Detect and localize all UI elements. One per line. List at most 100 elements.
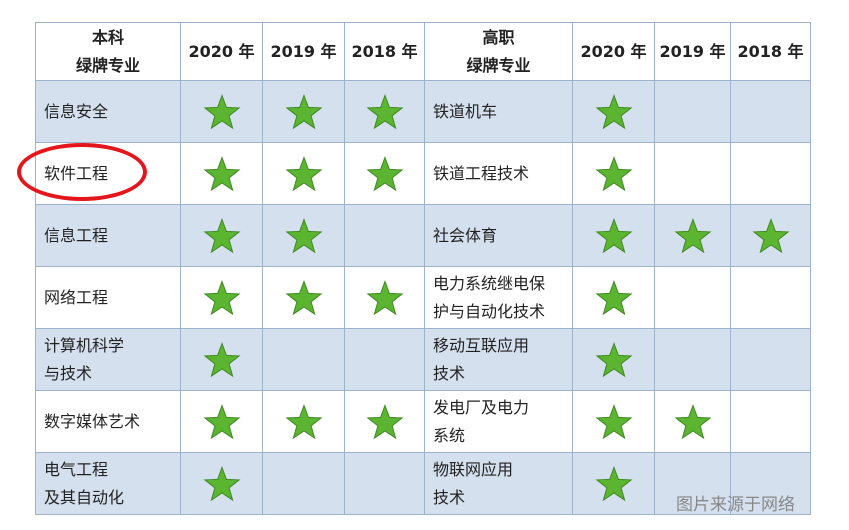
star bbox=[595, 93, 632, 129]
star bbox=[595, 279, 632, 315]
star bbox=[203, 341, 240, 377]
undergrad-major: 网络工程 bbox=[35, 266, 181, 329]
vocational-major: 铁道机车 bbox=[424, 80, 573, 143]
star-shape bbox=[595, 403, 632, 439]
star-shape bbox=[595, 93, 632, 129]
star-cell bbox=[262, 452, 345, 515]
undergrad-major: 信息工程 bbox=[35, 204, 181, 267]
star bbox=[203, 155, 240, 191]
star-cell bbox=[180, 266, 263, 329]
star-cell bbox=[344, 390, 425, 453]
highlight-circle bbox=[17, 143, 147, 201]
header-year: 2020 年 bbox=[180, 22, 263, 81]
star-cell bbox=[572, 390, 655, 453]
header-year: 2020 年 bbox=[572, 22, 655, 81]
star bbox=[285, 403, 322, 439]
star-cell bbox=[572, 266, 655, 329]
star-shape bbox=[595, 155, 632, 191]
star-cell bbox=[180, 80, 263, 143]
vocational-major: 电力系统继电保 护与自动化技术 bbox=[424, 266, 573, 329]
star bbox=[366, 93, 403, 129]
star bbox=[285, 93, 322, 129]
star-shape bbox=[285, 93, 322, 129]
star-shape bbox=[674, 403, 711, 439]
star-shape bbox=[674, 217, 711, 253]
star-shape bbox=[366, 403, 403, 439]
star-shape bbox=[595, 341, 632, 377]
vocational-major: 移动互联应用 技术 bbox=[424, 328, 573, 391]
star-shape bbox=[203, 217, 240, 253]
star bbox=[203, 465, 240, 501]
star-cell bbox=[180, 142, 263, 205]
star-cell bbox=[730, 80, 811, 143]
star bbox=[285, 279, 322, 315]
header-year: 2019 年 bbox=[262, 22, 345, 81]
star-cell bbox=[262, 390, 345, 453]
star-shape bbox=[203, 279, 240, 315]
vocational-major: 发电厂及电力 系统 bbox=[424, 390, 573, 453]
header-undergrad: 本科 绿牌专业 bbox=[35, 22, 181, 81]
star-shape bbox=[285, 217, 322, 253]
star bbox=[674, 217, 711, 253]
star-cell bbox=[344, 80, 425, 143]
star bbox=[674, 403, 711, 439]
header-year: 2018 年 bbox=[730, 22, 811, 81]
star bbox=[285, 217, 322, 253]
star-cell bbox=[180, 204, 263, 267]
star-cell bbox=[344, 142, 425, 205]
star-shape bbox=[366, 93, 403, 129]
star bbox=[203, 217, 240, 253]
undergrad-major: 信息安全 bbox=[35, 80, 181, 143]
star-cell bbox=[572, 142, 655, 205]
star-cell bbox=[654, 390, 731, 453]
star-cell bbox=[572, 452, 655, 515]
star-cell bbox=[344, 204, 425, 267]
star-cell bbox=[262, 142, 345, 205]
watermark: 图片来源于网络 bbox=[676, 495, 795, 515]
star-cell bbox=[344, 266, 425, 329]
star-shape bbox=[366, 279, 403, 315]
star-cell bbox=[654, 142, 731, 205]
star-shape bbox=[203, 465, 240, 501]
star-shape bbox=[285, 403, 322, 439]
star-cell bbox=[654, 80, 731, 143]
star-cell bbox=[654, 452, 731, 515]
star-shape bbox=[203, 403, 240, 439]
star-cell bbox=[730, 204, 811, 267]
star-cell bbox=[572, 328, 655, 391]
star-shape bbox=[595, 279, 632, 315]
header-year: 2018 年 bbox=[344, 22, 425, 81]
star-cell bbox=[180, 452, 263, 515]
star-cell bbox=[730, 266, 811, 329]
star-cell bbox=[730, 328, 811, 391]
star-cell bbox=[344, 452, 425, 515]
star bbox=[203, 279, 240, 315]
star-cell bbox=[262, 204, 345, 267]
star bbox=[366, 155, 403, 191]
star bbox=[366, 403, 403, 439]
star bbox=[203, 403, 240, 439]
star bbox=[595, 155, 632, 191]
undergrad-major: 数字媒体艺术 bbox=[35, 390, 181, 453]
star-shape bbox=[285, 155, 322, 191]
star-shape bbox=[752, 217, 789, 253]
star-cell bbox=[180, 390, 263, 453]
star bbox=[595, 217, 632, 253]
vocational-major: 物联网应用 技术 bbox=[424, 452, 573, 515]
star-cell bbox=[572, 204, 655, 267]
star-cell bbox=[654, 328, 731, 391]
star-shape bbox=[366, 155, 403, 191]
vocational-major: 铁道工程技术 bbox=[424, 142, 573, 205]
undergrad-major: 电气工程 及其自动化 bbox=[35, 452, 181, 515]
header-vocational: 高职 绿牌专业 bbox=[424, 22, 573, 81]
star-shape bbox=[203, 155, 240, 191]
star bbox=[595, 465, 632, 501]
star bbox=[595, 341, 632, 377]
star-cell bbox=[262, 328, 345, 391]
star-cell bbox=[654, 266, 731, 329]
star-cell bbox=[730, 390, 811, 453]
header-year: 2019 年 bbox=[654, 22, 731, 81]
star bbox=[595, 403, 632, 439]
star bbox=[285, 155, 322, 191]
